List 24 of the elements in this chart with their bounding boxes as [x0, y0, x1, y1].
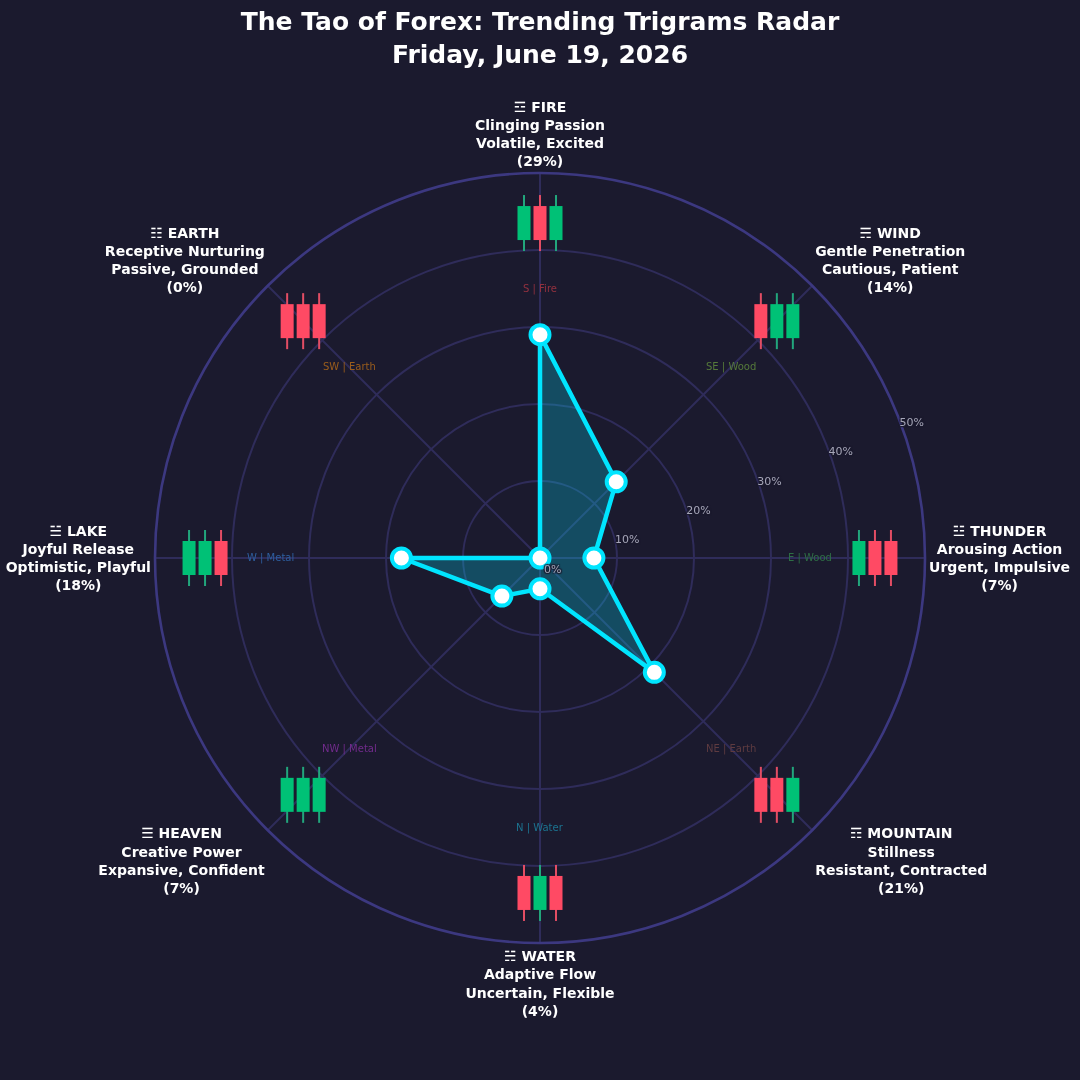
text: SW | Earth	[323, 361, 376, 373]
chart-title: The Tao of Forex: Trending Trigrams Radar	[240, 7, 840, 37]
y-tick-label: 10%	[615, 533, 640, 547]
spoke-label: ☲ FIRE Clinging Passion Volatile, Excited (29%)	[475, 98, 605, 170]
spoke-label: ☳ THUNDER Arousing Action Urgent, Impulsive (7%)	[929, 522, 1071, 594]
y-tick-label: 50%	[899, 415, 925, 429]
text: W | Metal	[247, 552, 295, 564]
text: NE | Earth	[706, 743, 757, 755]
spoke-label: ☴ WIND Gentle Penetration Cautious, Patient (14%)	[815, 224, 966, 296]
y-tick-label: 0%	[543, 562, 562, 576]
text: E | Wood	[788, 552, 832, 564]
text: NW | Metal	[322, 743, 377, 755]
y-tick-label: 30%	[757, 474, 782, 488]
spoke-label: ☷ EARTH Receptive Nurturing Passive, Grounded (0%)	[104, 224, 265, 296]
spoke-label: ☵ WATER Adaptive Flow Uncertain, Flexible (4%)	[465, 948, 615, 1019]
chart-subtitle: Friday, June 19, 2026	[391, 39, 689, 69]
spoke-label: ☶ MOUNTAIN Stillness Resistant, Contracted (21%)	[815, 825, 988, 897]
spoke-label: ☰ HEAVEN Creative Power Expansive, Confident (7%)	[98, 825, 266, 897]
y-tick-label: 20%	[686, 503, 711, 517]
text: N | Water	[516, 822, 564, 834]
spoke-label: ☱ LAKE Joyful Release Optimistic, Playful (18%)	[5, 522, 151, 594]
text: SE | Wood	[706, 361, 757, 373]
text: S | Fire	[523, 283, 557, 295]
y-tick-label: 40%	[828, 445, 853, 459]
